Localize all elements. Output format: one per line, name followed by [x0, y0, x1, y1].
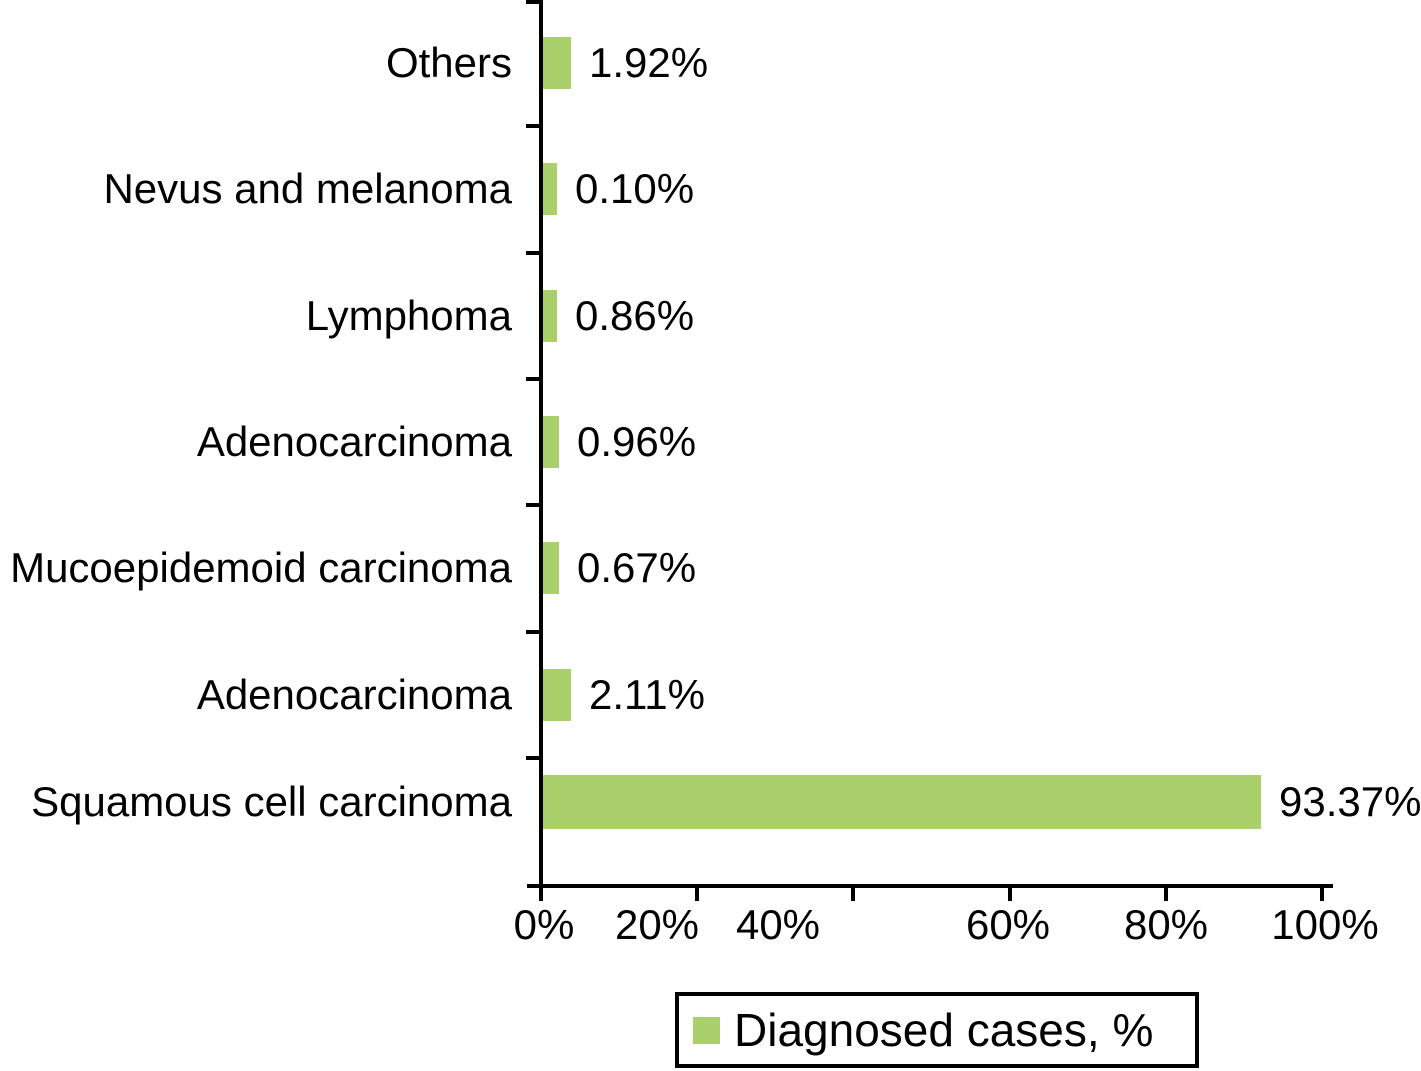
value-label: 2.11%	[589, 671, 705, 718]
bar	[543, 163, 557, 215]
category-label: Mucoepidemoid carcinoma	[10, 544, 512, 591]
y-tick	[526, 0, 540, 4]
bar	[543, 542, 559, 594]
value-label: 0.10%	[575, 165, 695, 212]
category-row: Squamous cell carcinoma 93.37%	[0, 775, 1421, 829]
value-label: 1.92%	[589, 39, 709, 86]
y-tick	[526, 630, 540, 634]
y-tick	[526, 124, 540, 128]
value-label: 0.96%	[577, 418, 697, 465]
x-tick	[1008, 888, 1012, 901]
x-tick	[1164, 888, 1168, 901]
category-row: Others 1.92%	[0, 37, 1421, 89]
x-tick-label: 60%	[965, 901, 1051, 948]
x-axis-line	[527, 884, 1333, 888]
legend-swatch	[693, 1016, 720, 1044]
y-tick	[526, 756, 540, 760]
bar	[543, 290, 557, 342]
category-row: Lymphoma 0.86%	[0, 290, 1421, 342]
x-tick-label: 20%	[614, 901, 700, 948]
x-tick-label: 40%	[735, 901, 821, 948]
x-tick	[1320, 888, 1324, 901]
category-row: Mucoepidemoid carcinoma 0.67%	[0, 542, 1421, 594]
category-label: Nevus and melanoma	[103, 165, 512, 212]
x-tick	[539, 888, 543, 901]
x-tick	[851, 888, 855, 901]
category-row: Adenocarcinoma 2.11%	[0, 669, 1421, 721]
y-tick	[526, 377, 540, 381]
category-row: Adenocarcinoma 0.96%	[0, 416, 1421, 468]
legend: Diagnosed cases, %	[675, 992, 1199, 1068]
x-tick-label: 100%	[1271, 901, 1379, 948]
category-row: Nevus and melanoma 0.10%	[0, 163, 1421, 215]
value-label: 93.37%	[1279, 778, 1421, 825]
value-label: 0.67%	[577, 544, 697, 591]
category-label: Adenocarcinoma	[196, 671, 512, 718]
category-label: Lymphoma	[305, 292, 512, 339]
x-tick-label: 80%	[1123, 901, 1209, 948]
category-label: Squamous cell carcinoma	[31, 778, 512, 825]
bar	[543, 775, 1261, 829]
value-label: 0.86%	[575, 292, 695, 339]
bar	[543, 416, 559, 468]
y-tick	[526, 503, 540, 507]
y-axis-line	[539, 0, 543, 888]
category-label: Others	[385, 39, 512, 86]
bar	[543, 669, 571, 721]
category-label: Adenocarcinoma	[196, 418, 512, 465]
x-tick-label: 0%	[513, 901, 575, 948]
x-tick	[695, 888, 699, 901]
legend-label: Diagnosed cases, %	[734, 1004, 1154, 1056]
bar	[543, 37, 571, 89]
y-tick	[526, 251, 540, 255]
